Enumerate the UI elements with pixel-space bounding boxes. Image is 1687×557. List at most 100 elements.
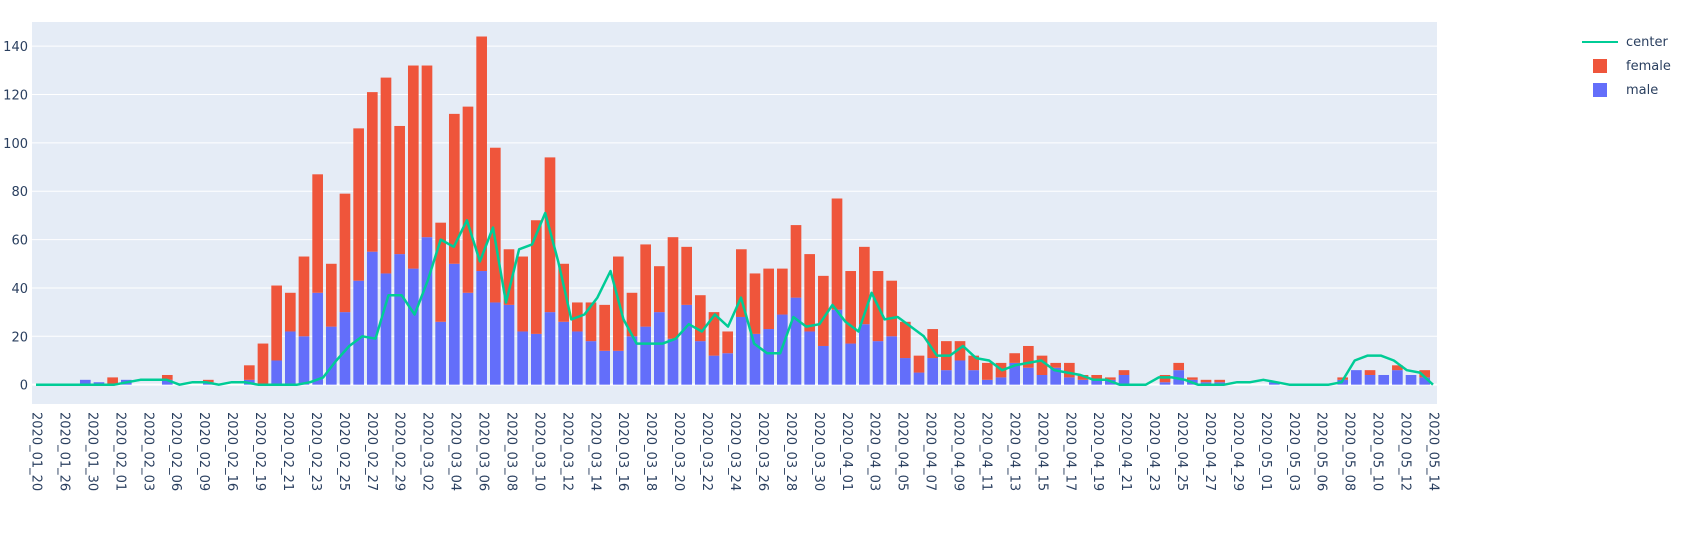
bar-male[interactable] [722, 353, 733, 385]
bar-female[interactable] [982, 362, 993, 380]
bar-female[interactable] [927, 329, 939, 359]
bar-male[interactable] [736, 316, 747, 385]
bar-male[interactable] [695, 341, 706, 385]
bar-male[interactable] [503, 304, 515, 385]
bar-female[interactable] [900, 321, 911, 359]
bar-male[interactable] [831, 309, 843, 385]
bar-male[interactable] [462, 292, 474, 385]
bar-male[interactable] [394, 254, 405, 385]
bar-female[interactable] [667, 237, 679, 339]
bar-male[interactable] [161, 379, 173, 385]
bar-male[interactable] [599, 350, 610, 385]
bar-female[interactable] [653, 266, 665, 313]
bar-female[interactable] [681, 246, 692, 305]
bar-female[interactable] [107, 377, 118, 385]
bar-male[interactable] [927, 358, 939, 385]
bar-male[interactable] [339, 312, 351, 385]
bar-female[interactable] [1091, 374, 1103, 380]
bar-female[interactable] [435, 222, 446, 322]
bar-female[interactable] [558, 263, 569, 322]
bar-female[interactable] [1064, 362, 1075, 378]
bar-female[interactable] [585, 302, 597, 342]
bar-male[interactable] [626, 336, 638, 385]
bar-male[interactable] [1214, 382, 1226, 385]
bar-male[interactable] [585, 341, 597, 385]
bar-female[interactable] [777, 268, 788, 315]
bar-female[interactable] [722, 331, 733, 354]
bar-female[interactable] [380, 77, 392, 274]
bar-female[interactable] [1392, 365, 1403, 371]
bar-male[interactable] [804, 331, 816, 385]
bar-male[interactable] [1405, 374, 1417, 385]
bar-male[interactable] [954, 360, 966, 385]
bar-male[interactable] [312, 292, 323, 385]
bar-female[interactable] [243, 365, 255, 380]
bar-female[interactable] [1009, 353, 1021, 363]
bar-male[interactable] [640, 326, 651, 385]
bar-female[interactable] [1077, 374, 1089, 380]
bar-female[interactable] [599, 304, 610, 351]
legend-item-center[interactable]: center [1582, 30, 1671, 54]
bar-female[interactable] [1105, 377, 1116, 380]
bar-female[interactable] [1118, 370, 1130, 375]
bar-male[interactable] [353, 280, 364, 385]
bar-male[interactable] [859, 324, 870, 385]
bar-male[interactable] [790, 297, 802, 385]
bar-male[interactable] [653, 312, 665, 385]
bar-male[interactable] [517, 331, 528, 385]
bar-female[interactable] [1173, 362, 1185, 371]
bar-male[interactable] [872, 341, 884, 385]
bar-male[interactable] [435, 321, 446, 385]
bar-female[interactable] [257, 343, 269, 385]
bar-male[interactable] [1050, 367, 1062, 385]
bar-female[interactable] [1364, 370, 1376, 375]
bar-male[interactable] [530, 333, 542, 385]
bar-male[interactable] [1200, 382, 1212, 385]
bar-female[interactable] [763, 268, 774, 330]
bar-male[interactable] [489, 302, 501, 385]
bar-male[interactable] [284, 331, 296, 385]
bar-female[interactable] [476, 36, 487, 272]
series-line-center[interactable] [36, 211, 1434, 386]
bar-female[interactable] [954, 341, 966, 361]
bar-female[interactable] [161, 374, 173, 380]
bar-male[interactable] [380, 273, 392, 385]
bar-male[interactable] [982, 379, 993, 385]
bar-male[interactable] [968, 370, 980, 385]
bar-male[interactable] [749, 333, 761, 385]
bar-female[interactable] [284, 292, 296, 332]
bar-male[interactable] [448, 263, 460, 385]
bar-male[interactable] [612, 350, 624, 385]
bar-male[interactable] [79, 379, 91, 385]
bar-male[interactable] [845, 343, 857, 385]
bar-female[interactable] [831, 198, 843, 310]
bar-female[interactable] [407, 65, 419, 269]
bar-female[interactable] [708, 312, 720, 356]
bar-male[interactable] [571, 331, 583, 385]
bar-female[interactable] [298, 256, 310, 337]
bar-male[interactable] [1036, 374, 1048, 385]
bar-female[interactable] [394, 125, 405, 255]
bar-male[interactable] [1077, 379, 1089, 385]
bar-male[interactable] [681, 304, 692, 385]
bar-male[interactable] [1392, 370, 1403, 385]
bar-male[interactable] [1118, 374, 1130, 385]
bar-male[interactable] [1009, 362, 1021, 385]
bar-female[interactable] [1419, 370, 1431, 378]
bar-male[interactable] [93, 382, 105, 385]
bar-female[interactable] [353, 128, 364, 281]
bar-female[interactable] [640, 244, 651, 327]
bar-female[interactable] [271, 285, 282, 361]
bar-male[interactable] [1364, 374, 1376, 385]
bar-male[interactable] [667, 338, 679, 385]
bar-male[interactable] [476, 271, 487, 385]
bar-male[interactable] [325, 326, 337, 385]
bar-male[interactable] [421, 237, 433, 385]
bar-female[interactable] [968, 355, 980, 371]
bar-male[interactable] [941, 370, 952, 385]
bar-female[interactable] [804, 254, 816, 332]
bar-female[interactable] [695, 295, 706, 342]
bar-female[interactable] [790, 225, 802, 298]
bar-female[interactable] [913, 355, 925, 373]
bar-male[interactable] [1378, 374, 1390, 385]
